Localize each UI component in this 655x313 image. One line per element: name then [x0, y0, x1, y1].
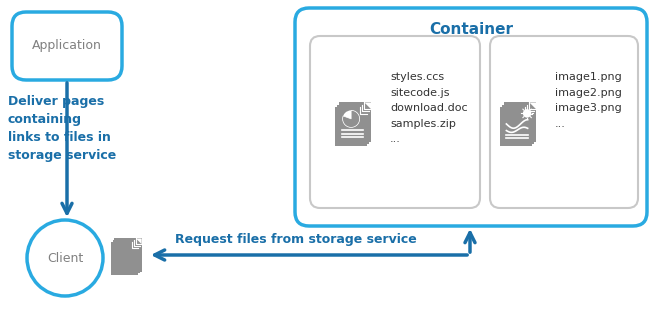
- FancyBboxPatch shape: [295, 8, 647, 226]
- Circle shape: [523, 109, 531, 118]
- Polygon shape: [525, 107, 532, 114]
- Text: styles.ccs
sitecode.js
download.doc
samples.zip
...: styles.ccs sitecode.js download.doc samp…: [390, 72, 468, 144]
- FancyBboxPatch shape: [490, 36, 638, 208]
- Circle shape: [27, 220, 103, 296]
- FancyBboxPatch shape: [335, 107, 367, 146]
- Text: Application: Application: [32, 39, 102, 53]
- FancyBboxPatch shape: [113, 240, 140, 273]
- FancyBboxPatch shape: [310, 36, 480, 208]
- Polygon shape: [132, 242, 138, 248]
- Text: Deliver pages
containing
links to files in
storage service: Deliver pages containing links to files …: [8, 95, 116, 162]
- FancyBboxPatch shape: [111, 242, 138, 275]
- Text: Client: Client: [47, 252, 83, 264]
- Text: Request files from storage service: Request files from storage service: [175, 233, 417, 247]
- Polygon shape: [362, 105, 369, 111]
- FancyBboxPatch shape: [500, 107, 532, 146]
- FancyBboxPatch shape: [339, 102, 371, 141]
- Polygon shape: [136, 239, 141, 244]
- FancyBboxPatch shape: [337, 105, 369, 144]
- Polygon shape: [529, 102, 536, 109]
- Polygon shape: [360, 107, 367, 114]
- Circle shape: [343, 110, 360, 127]
- FancyBboxPatch shape: [504, 102, 536, 141]
- Text: Container: Container: [429, 22, 513, 37]
- Text: image1.png
image2.png
image3.png
...: image1.png image2.png image3.png ...: [555, 72, 622, 129]
- Polygon shape: [364, 102, 371, 109]
- FancyBboxPatch shape: [115, 239, 141, 272]
- Wedge shape: [343, 110, 360, 127]
- Polygon shape: [134, 240, 140, 246]
- FancyBboxPatch shape: [12, 12, 122, 80]
- Polygon shape: [527, 105, 534, 111]
- FancyBboxPatch shape: [502, 105, 534, 144]
